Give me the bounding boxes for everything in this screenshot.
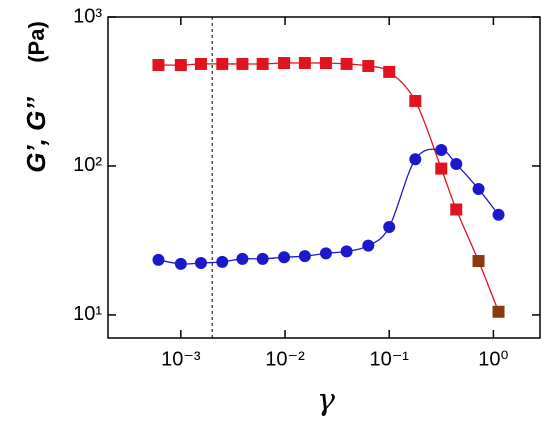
- data-point: [194, 57, 207, 70]
- data-point: [450, 158, 463, 171]
- fit-line: [158, 148, 500, 265]
- y-axis-label: G’, G’’: [21, 96, 51, 172]
- data-point: [174, 257, 187, 270]
- data-point: [298, 57, 311, 70]
- y-axis-unit: (Pa): [24, 21, 49, 63]
- data-point: [298, 250, 311, 263]
- data-point: [492, 305, 505, 318]
- y-tick-label: 10¹: [73, 303, 102, 325]
- data-point: [236, 252, 249, 265]
- data-point: [362, 239, 375, 252]
- x-axis-label: γ: [317, 383, 335, 418]
- y-tick-label: 10²: [73, 154, 102, 176]
- data-point: [256, 57, 269, 70]
- data-point: [152, 59, 165, 72]
- data-point: [435, 143, 448, 156]
- data-point: [256, 252, 269, 265]
- x-tick-label: 10⁰: [478, 348, 508, 370]
- data-point: [174, 59, 187, 72]
- data-point: [278, 57, 291, 70]
- data-point: [319, 247, 332, 260]
- plot-frame: [107, 16, 541, 339]
- data-point: [278, 251, 291, 264]
- fit-line: [158, 62, 500, 313]
- y-tick-label: 10³: [73, 5, 102, 27]
- data-point: [383, 65, 396, 78]
- data-point: [409, 94, 422, 107]
- x-tick-label: 10⁻¹: [369, 348, 409, 370]
- data-point: [340, 57, 353, 70]
- data-point: [152, 253, 165, 266]
- data-point: [340, 245, 353, 258]
- data-point: [362, 59, 375, 72]
- data-point: [492, 208, 505, 221]
- data-point: [319, 57, 332, 70]
- data-point: [383, 221, 396, 234]
- data-point: [216, 57, 229, 70]
- data-point: [194, 257, 207, 270]
- data-point: [435, 162, 448, 175]
- data-point: [216, 255, 229, 268]
- data-point: [472, 183, 485, 196]
- data-point: [472, 255, 485, 268]
- data-point: [450, 203, 463, 216]
- data-point: [236, 57, 249, 70]
- x-tick-label: 10⁻³: [161, 348, 201, 370]
- data-point: [409, 153, 422, 166]
- x-tick-label: 10⁻²: [265, 348, 305, 370]
